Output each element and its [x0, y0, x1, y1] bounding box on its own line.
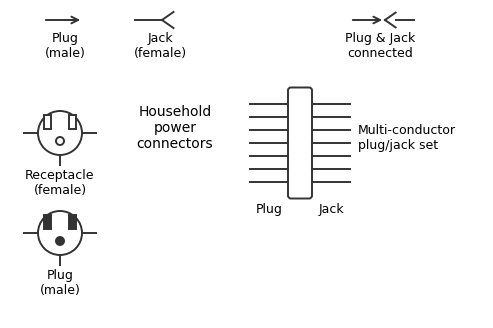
Text: Jack
(female): Jack (female)	[134, 32, 186, 60]
Circle shape	[56, 237, 64, 245]
Text: Jack: Jack	[318, 203, 344, 216]
Text: Receptacle
(female): Receptacle (female)	[25, 169, 95, 197]
Bar	[44, 115, 51, 129]
Text: Plug
(male): Plug (male)	[44, 32, 85, 60]
Bar	[69, 215, 76, 229]
Text: Plug: Plug	[255, 203, 282, 216]
Bar	[44, 215, 51, 229]
Text: Plug
(male): Plug (male)	[39, 269, 80, 297]
Bar	[69, 115, 76, 129]
Text: Plug & Jack
connected: Plug & Jack connected	[345, 32, 415, 60]
FancyBboxPatch shape	[288, 88, 312, 198]
Text: Multi-conductor
plug/jack set: Multi-conductor plug/jack set	[358, 124, 456, 152]
Text: Household
power
connectors: Household power connectors	[137, 105, 213, 151]
